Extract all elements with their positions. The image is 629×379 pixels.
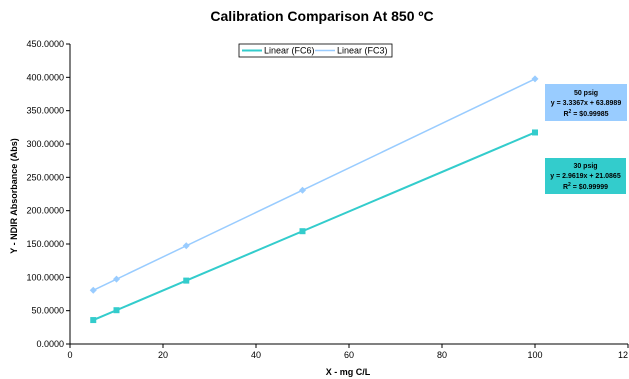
legend: Linear (FC6) Linear (FC3) <box>238 43 393 58</box>
x-tick-label: 20 <box>158 350 168 360</box>
y-tick-label: 400.0000 <box>26 72 64 82</box>
data-point <box>299 228 306 235</box>
annotation-30-psig-name: 30 psig <box>573 163 597 170</box>
y-tick-label: 250.0000 <box>26 172 64 182</box>
data-point <box>113 275 120 283</box>
x-tick-label: 12 <box>618 350 628 360</box>
data-point <box>89 286 97 294</box>
annotation-30-psig-equation: y = 2.9619x + 21.0865 <box>550 173 621 180</box>
data-point <box>113 307 120 314</box>
annotation-30-psig-box <box>545 158 626 194</box>
data-point <box>299 186 306 194</box>
y-axis-label: Y - NDIR Absorbance (Abs) <box>9 138 19 254</box>
plot-marks <box>89 75 539 324</box>
annotation-50-psig: 50 psig y = 3.3367x + 63.8989 R2 = $0.99… <box>545 84 627 121</box>
x-tick-label: 80 <box>437 350 447 360</box>
data-point <box>532 129 538 136</box>
legend-label-fc3: Linear (FC3) <box>337 46 388 56</box>
trendline-30-psig <box>92 131 536 321</box>
data-point <box>183 277 190 284</box>
trendline-50-psig <box>92 78 536 291</box>
annotation-30-psig-r2-prefix: R <box>563 184 568 191</box>
x-axis-label: X - mg C/L <box>326 367 371 377</box>
annotation-50-psig-r2: R2 = $0.99985 <box>563 109 608 118</box>
annotation-50-psig-equation: y = 3.3367x + 63.8989 <box>551 100 622 107</box>
annotation-50-psig-r2-value: = $0.99985 <box>571 111 608 118</box>
y-tick-label: 0.0000 <box>36 339 64 349</box>
data-point <box>531 75 539 83</box>
x-tick-label: 100 <box>527 350 542 360</box>
y-tick-label: 150.0000 <box>26 239 64 249</box>
y-tick-label: 200.0000 <box>26 206 64 216</box>
y-tick-label: 350.0000 <box>26 106 64 116</box>
annotation-30-psig-r2: R2 = $0.99999 <box>563 182 608 191</box>
y-tick-label: 300.0000 <box>26 139 64 149</box>
annotation-30-psig: 30 psig y = 2.9619x + 21.0865 R2 = $0.99… <box>545 158 626 194</box>
y-tick-label: 100.0000 <box>26 272 64 282</box>
annotation-50-psig-r2-exp: 2 <box>569 109 572 115</box>
annotation-50-psig-box <box>545 84 627 121</box>
legend-label-fc6: Linear (FC6) <box>264 46 315 56</box>
annotation-30-psig-r2-exp: 2 <box>568 182 571 188</box>
y-tick-label: 450.0000 <box>26 39 64 49</box>
y-tick-label: 50.0000 <box>31 306 64 316</box>
x-tick-label: 0 <box>67 350 72 360</box>
x-tick-label: 60 <box>344 350 354 360</box>
x-tick-label: 40 <box>251 350 261 360</box>
annotation-50-psig-r2-prefix: R <box>563 111 568 118</box>
annotation-50-psig-name: 50 psig <box>574 90 598 97</box>
data-point <box>90 317 97 324</box>
chart-title: Calibration Comparison At 850 ºC <box>210 8 433 24</box>
data-point <box>182 242 190 250</box>
axes: 0.000050.0000100.0000150.0000200.0000250… <box>26 39 629 360</box>
annotation-30-psig-r2-value: = $0.99999 <box>571 184 608 191</box>
